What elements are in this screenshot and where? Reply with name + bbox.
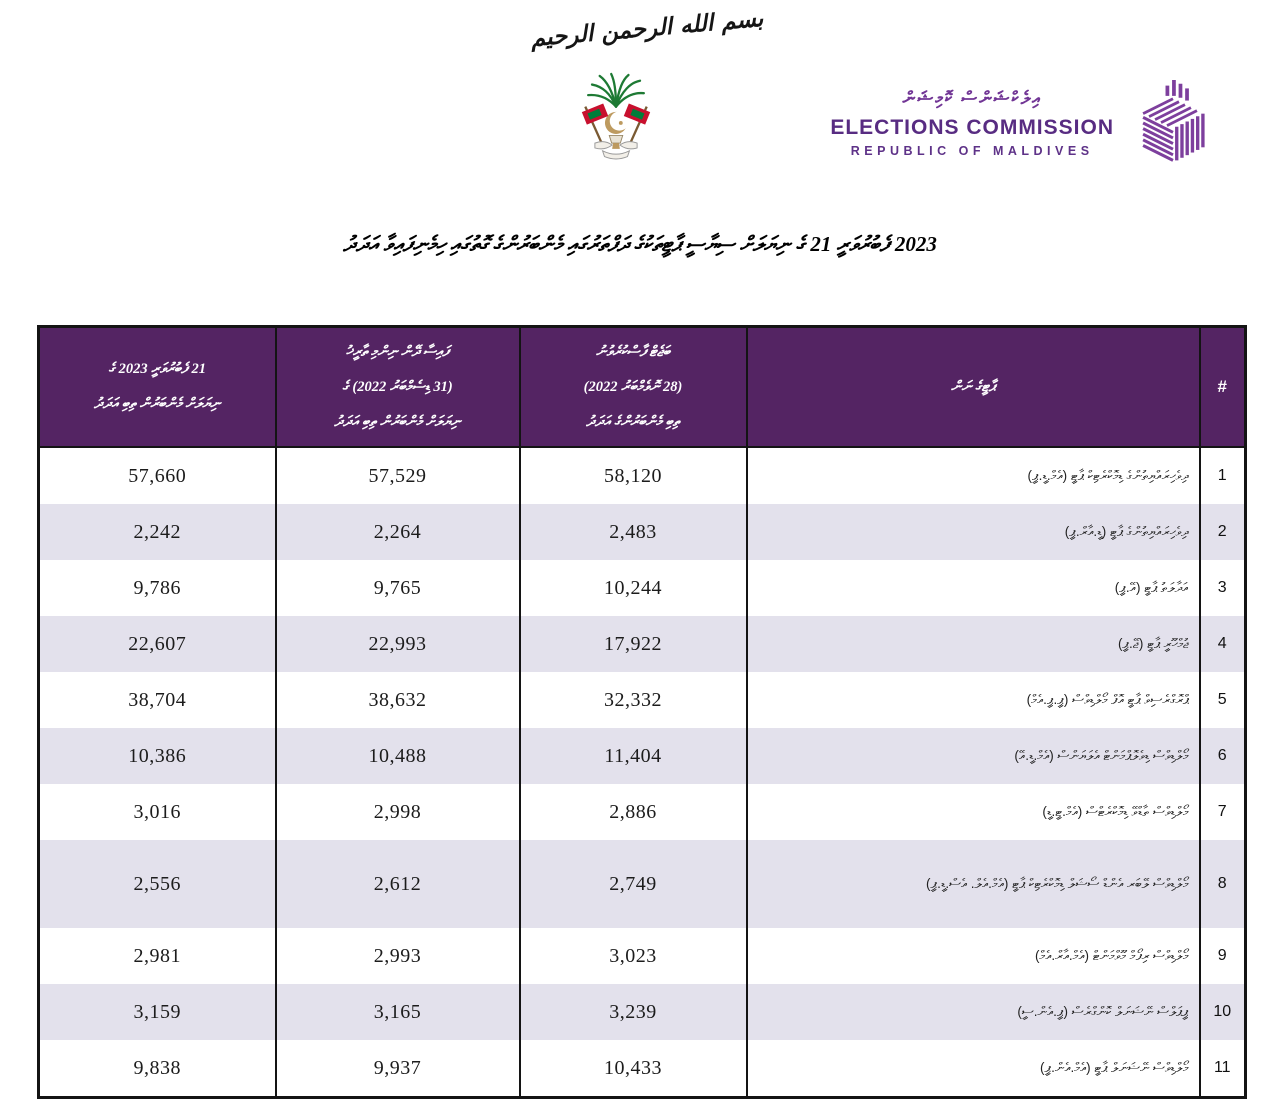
ec-name-dhivehi: އިލެކްޝަންސް ކޮމިޝަން <box>902 88 1042 108</box>
row-index: 7 <box>1198 784 1247 840</box>
maldives-coat-of-arms-icon <box>581 72 651 160</box>
members-21feb2023: 9,838 <box>37 1040 277 1098</box>
members-28nov2022: 10,244 <box>518 560 748 616</box>
header-line: (31 ޑިސެމްބަރު 2022) ގެ <box>342 378 453 395</box>
table-row: 9 މޯލްޑިވްސް ރިފޯމް މޫވްމަންޓް (އެމް.އާރ… <box>37 928 1247 984</box>
table-row: 3 އަދާލަތު ޕާޓީ (އޭ.ޕީ) 10,244 9,765 9,7… <box>37 560 1247 616</box>
document-title: 2023 ފެބުރުވަރީ 21 ގެ ނިޔަލަށް ސިޔާސީ ޕާ… <box>343 232 937 256</box>
table-header-row: # ޕާޓީގެ ނަން ބަޖެޓް ފާސްކުރެވުނު (28 ނޮ… <box>37 325 1247 448</box>
members-28nov2022: 58,120 <box>518 447 748 504</box>
members-21feb2023: 2,981 <box>37 928 277 984</box>
col-header-members-21feb2023: 21 ފެބުރުވަރީ 2023 ގެ ނިޔަލަށް މެންބަރުނ… <box>37 325 277 448</box>
members-31dec2022: 2,264 <box>274 504 521 560</box>
table-row: 10 ޕީޕަލްސް ނޭޝަނަލް ކޮންގްރެސް (ޕީ.އެން… <box>37 984 1247 1040</box>
bismillah-calligraphy: بسم الله الرحمن الرحيم <box>529 5 765 53</box>
members-21feb2023: 57,660 <box>37 447 277 504</box>
members-28nov2022: 2,886 <box>518 784 748 840</box>
row-index: 5 <box>1198 672 1247 728</box>
row-index: 3 <box>1198 560 1247 616</box>
row-index: 6 <box>1198 728 1247 784</box>
table-row: 11 މޯލްޑިވްސް ނޭޝަނަލް ޕާޓީ (އެމް.އެން.ޕ… <box>37 1040 1247 1098</box>
ballot-box-cube-icon <box>1142 80 1205 162</box>
members-21feb2023: 9,786 <box>37 560 277 616</box>
members-31dec2022: 2,993 <box>274 928 521 984</box>
members-21feb2023: 3,016 <box>37 784 277 840</box>
ec-subtitle-english: REPUBLIC OF MALDIVES <box>850 144 1094 158</box>
members-31dec2022: 57,529 <box>274 447 521 504</box>
members-21feb2023: 38,704 <box>37 672 277 728</box>
header-line: ނިޔަލަށް މެންބަރުން ތިބި އަދަދު <box>334 413 461 430</box>
members-21feb2023: 10,386 <box>37 728 277 784</box>
party-name: މޯލްޑިވްސް ޑިވެލޮޕްމަންޓް އެލަޔަންސް (އެ… <box>745 728 1201 784</box>
row-index: 10 <box>1198 984 1247 1040</box>
table-row: 7 މޯލްޑިވްސް ތާޑްވޭ ޑިމޮކްރެޓްސް (އެމް.ޓ… <box>37 784 1247 840</box>
members-28nov2022: 10,433 <box>518 1040 748 1098</box>
members-31dec2022: 22,993 <box>274 616 521 672</box>
header-line: (28 ނޮވެމްބަރު 2022) <box>583 378 683 395</box>
row-index: 11 <box>1198 1040 1247 1098</box>
members-31dec2022: 10,488 <box>274 728 521 784</box>
party-name: ޕްރޮގްރެސިވް ޕާޓީ އޮފް މޯލްޑިވްސް (ޕީ.ޕީ… <box>745 672 1201 728</box>
members-31dec2022: 2,612 <box>274 840 521 928</box>
header-line: ތިބި މެންބަރުންގެ އަދަދު <box>586 413 680 430</box>
members-31dec2022: 38,632 <box>274 672 521 728</box>
col-header-index: # <box>1198 325 1247 448</box>
table-row: 6 މޯލްޑިވްސް ޑިވެލޮޕްމަންޓް އެލަޔަންސް (… <box>37 728 1247 784</box>
members-28nov2022: 32,332 <box>518 672 748 728</box>
members-28nov2022: 3,239 <box>518 984 748 1040</box>
members-21feb2023: 22,607 <box>37 616 277 672</box>
col-header-members-31dec2022: ފައިސާ ދޭން ނިންމި ތާރީޚު (31 ޑިސެމްބަރު… <box>274 325 521 448</box>
table-row: 1 ދިވެހިރައްޔިތުންގެ ޑިމޮކްރެޓިކް ޕާޓީ (… <box>37 447 1247 504</box>
header-line: ފައިސާ ދޭން ނިންމި ތާރީޚު <box>345 343 450 360</box>
party-name: މޯލްޑިވްސް ރިފޯމް މޫވްމަންޓް (އެމް.އާރް.… <box>745 928 1201 984</box>
row-index: 2 <box>1198 504 1247 560</box>
elections-commission-logo: އިލެކްޝަންސް ކޮމިޝަން ELECTIONS COMMISSI… <box>830 76 1216 170</box>
members-28nov2022: 2,483 <box>518 504 748 560</box>
table-row: 8 މޯލްޑިވްސް ލޭބަރ އެންޑް ސޯޝަލް ޑިމޮކްރ… <box>37 840 1247 928</box>
header-line: ބަޖެޓް ފާސްކުރެވުނު <box>596 343 670 360</box>
row-index: 8 <box>1198 840 1247 928</box>
members-21feb2023: 2,242 <box>37 504 277 560</box>
party-name: ޕީޕަލްސް ނޭޝަނަލް ކޮންގްރެސް (ޕީ.އެން.ސީ… <box>745 984 1201 1040</box>
party-name: ޖުމްހޫރީ ޕާޓީ (ޖޭ.ޕީ) <box>745 616 1201 672</box>
members-31dec2022: 9,765 <box>274 560 521 616</box>
ec-name-english: ELECTIONS COMMISSION <box>830 116 1114 139</box>
party-name: މޯލްޑިވްސް ތާޑްވޭ ޑިމޮކްރެޓްސް (އެމް.ޓީ.… <box>745 784 1201 840</box>
table-row: 5 ޕްރޮގްރެސިވް ޕާޓީ އޮފް މޯލްޑިވްސް (ޕީ.… <box>37 672 1247 728</box>
members-31dec2022: 9,937 <box>274 1040 521 1098</box>
members-31dec2022: 3,165 <box>274 984 521 1040</box>
table-row: 2 ދިވެހިރައްޔިތުންގެ ޕާޓީ (ޑީ.އާރް.ޕީ) 2… <box>37 504 1247 560</box>
members-21feb2023: 3,159 <box>37 984 277 1040</box>
col-header-party-name: ޕާޓީގެ ނަން <box>745 325 1201 448</box>
row-index: 4 <box>1198 616 1247 672</box>
party-name: އަދާލަތު ޕާޓީ (އޭ.ޕީ) <box>745 560 1201 616</box>
header-line: 21 ފެބުރުވަރީ 2023 ގެ <box>108 361 206 377</box>
members-21feb2023: 2,556 <box>37 840 277 928</box>
party-name: ދިވެހިރައްޔިތުންގެ ޕާޓީ (ޑީ.އާރް.ޕީ) <box>745 504 1201 560</box>
party-name: ދިވެހިރައްޔިތުންގެ ޑިމޮކްރެޓިކް ޕާޓީ (އެ… <box>745 447 1201 504</box>
party-registry-table: # ޕާޓީގެ ނަން ބަޖެޓް ފާސްކުރެވުނު (28 ނޮ… <box>37 325 1247 1099</box>
row-index: 9 <box>1198 928 1247 984</box>
row-index: 1 <box>1198 447 1247 504</box>
party-name: މޯލްޑިވްސް ލޭބަރ އެންޑް ސޯޝަލް ޑިމޮކްރެޓ… <box>745 840 1201 928</box>
members-28nov2022: 11,404 <box>518 728 748 784</box>
members-28nov2022: 3,023 <box>518 928 748 984</box>
members-28nov2022: 2,749 <box>518 840 748 928</box>
party-name: މޯލްޑިވްސް ނޭޝަނަލް ޕާޓީ (އެމް.އެން.ޕީ) <box>745 1040 1201 1098</box>
table-row: 4 ޖުމްހޫރީ ޕާޓީ (ޖޭ.ޕީ) 17,922 22,993 22… <box>37 616 1247 672</box>
col-header-members-28nov2022: ބަޖެޓް ފާސްކުރެވުނު (28 ނޮވެމްބަރު 2022)… <box>518 325 748 448</box>
members-28nov2022: 17,922 <box>518 616 748 672</box>
header-line: ނިޔަލަށް މެންބަރުން ތިބި އަދަދު <box>93 396 221 412</box>
members-31dec2022: 2,998 <box>274 784 521 840</box>
